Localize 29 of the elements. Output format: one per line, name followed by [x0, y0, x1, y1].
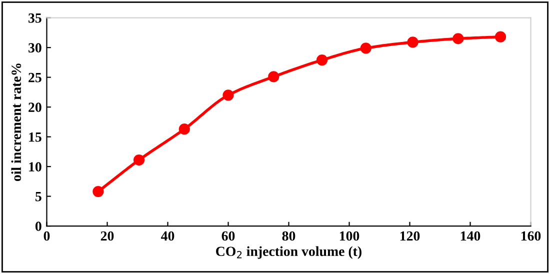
point — [178, 124, 190, 135]
y-tick-label: 25 — [28, 72, 42, 82]
x-tick-label: 80 — [282, 231, 296, 241]
x-tick-label: 120 — [400, 231, 420, 241]
y-tick-label: 10 — [29, 162, 42, 172]
point — [316, 54, 328, 66]
x-tick-label: 160 — [521, 231, 541, 241]
point — [222, 90, 234, 101]
x-tick-label: 0 — [44, 231, 50, 241]
x-tick-label: 60 — [222, 231, 235, 241]
point — [407, 36, 418, 48]
point — [360, 42, 372, 54]
point — [92, 186, 104, 198]
y-tick-label: 20 — [28, 102, 42, 112]
point — [268, 71, 280, 82]
y-tick-label: 5 — [36, 192, 42, 202]
x-axis-title: CO$_{2}$ injection volume (t) — [216, 246, 362, 259]
y-tick-label: 15 — [29, 132, 42, 142]
x-tick-label: 20 — [100, 231, 114, 241]
x-tick-label: 140 — [460, 231, 480, 241]
point — [452, 33, 464, 44]
y-tick-label: 0 — [35, 222, 42, 232]
x-tick-label: 40 — [160, 231, 174, 241]
point — [133, 154, 145, 166]
y-tick-label: 30 — [28, 43, 42, 53]
point — [494, 31, 506, 42]
y-tick-label: 35 — [28, 13, 42, 23]
x-tick-label: 100 — [340, 231, 360, 241]
y-axis-title: oil increment rate% — [11, 64, 22, 182]
